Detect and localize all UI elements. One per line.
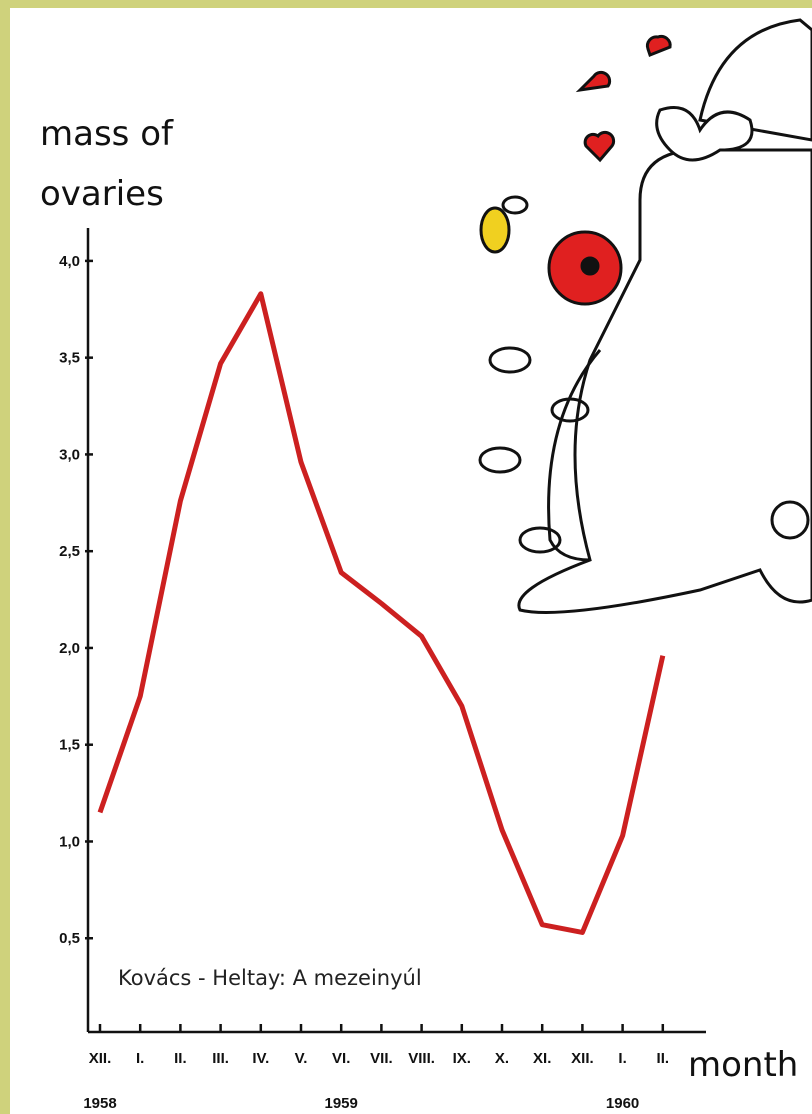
y-tick-label: 1,0 [59, 833, 80, 850]
x-tick-label: II. [174, 1050, 187, 1067]
x-tick-label: VIII. [408, 1050, 435, 1067]
y-tick-label: 3,5 [59, 350, 80, 367]
x-tick-label: IV. [252, 1050, 269, 1067]
year-label: 1959 [325, 1095, 358, 1112]
rabbit-illustration [480, 20, 812, 613]
x-axis-label: month [688, 1045, 798, 1085]
year-label: 1958 [83, 1095, 116, 1112]
y-tick-label: 3,0 [59, 446, 80, 463]
y-tick-label: 2,0 [59, 640, 80, 657]
x-tick-label: XI. [533, 1050, 551, 1067]
x-tick-label: XII. [571, 1050, 594, 1067]
annotation: Kovács - Heltay: A mezeinyúl [118, 966, 422, 990]
x-tick-label: X. [495, 1050, 509, 1067]
x-tick-label: I. [618, 1050, 626, 1067]
chart: 0,5 1,0 1,5 2,0 2,5 3,0 3,5 4,0 XII. I. II. III. IV.… [0, 0, 812, 1114]
x-tick-label: III. [212, 1050, 229, 1067]
x-tick-label: VI. [332, 1050, 350, 1067]
x-tick-label: IX. [453, 1050, 471, 1067]
data-line [100, 294, 663, 933]
x-tick-label: II. [657, 1050, 670, 1067]
x-tick-label: XII. [89, 1050, 112, 1067]
x-tick-label: I. [136, 1050, 144, 1067]
y-tick-label: 0,5 [59, 930, 80, 947]
year-label: 1960 [606, 1095, 639, 1112]
y-tick-label: 4,0 [59, 253, 80, 270]
x-tick-label: VII. [370, 1050, 393, 1067]
x-tick-label: V. [295, 1050, 308, 1067]
y-tick-label: 1,5 [59, 737, 80, 754]
y-tick-label: 2,5 [59, 543, 80, 560]
